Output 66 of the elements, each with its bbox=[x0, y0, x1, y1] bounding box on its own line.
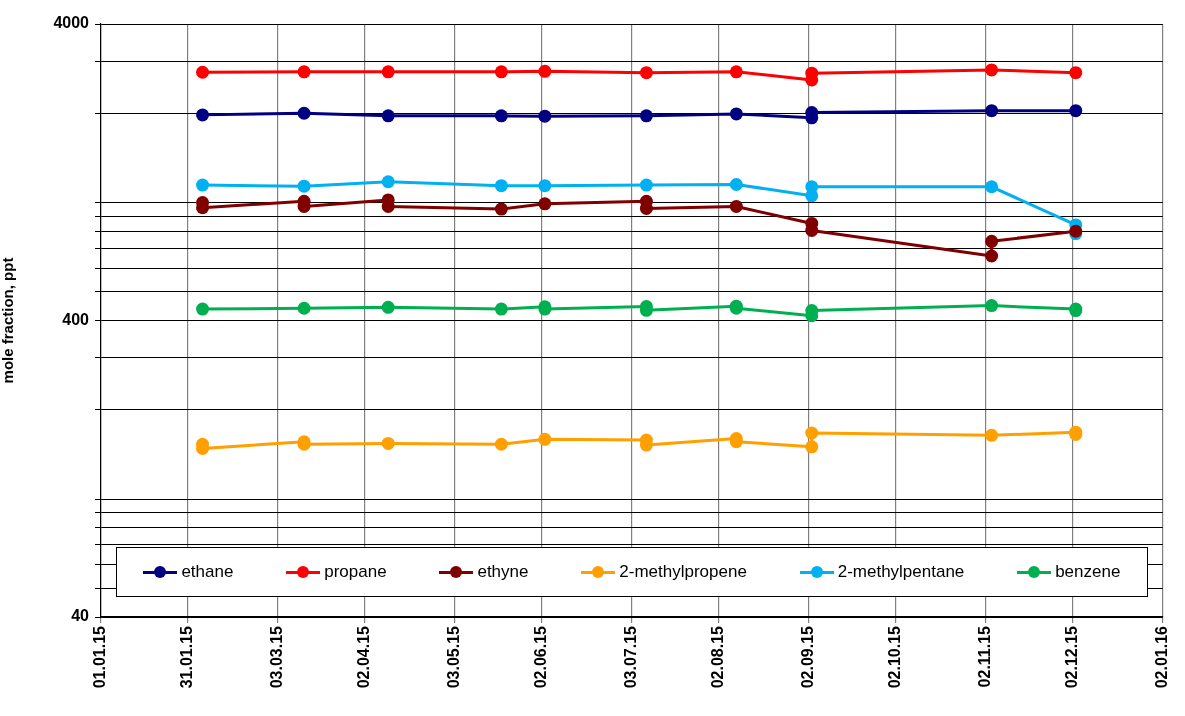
y-tick-label: 40 bbox=[71, 607, 90, 625]
x-tick-label: 02.01.16 bbox=[1153, 625, 1171, 689]
point bbox=[297, 301, 311, 315]
point bbox=[805, 440, 819, 454]
x-tick-label: 02.09.15 bbox=[799, 625, 817, 689]
x-tick-label: 01.01.15 bbox=[91, 625, 109, 689]
point bbox=[196, 108, 210, 122]
point bbox=[639, 178, 653, 192]
point bbox=[639, 109, 653, 123]
point bbox=[639, 66, 653, 80]
point bbox=[538, 432, 552, 446]
point bbox=[985, 428, 999, 442]
point bbox=[494, 302, 508, 316]
point bbox=[985, 63, 999, 77]
point bbox=[381, 175, 395, 189]
point bbox=[985, 249, 999, 263]
point bbox=[729, 178, 743, 192]
point bbox=[381, 436, 395, 450]
point bbox=[1069, 66, 1083, 80]
point bbox=[381, 109, 395, 123]
x-tick-label: 02.12.15 bbox=[1063, 625, 1081, 689]
point bbox=[297, 106, 311, 120]
point bbox=[985, 299, 999, 313]
point bbox=[1069, 104, 1083, 118]
y-axis-title: mole fraction, ppt bbox=[0, 257, 17, 384]
y-tick-label: 4000 bbox=[53, 14, 90, 32]
legend-label: benzene bbox=[1055, 562, 1121, 582]
legend-label: 2-methylpropene bbox=[619, 562, 747, 582]
point bbox=[494, 437, 508, 451]
point bbox=[196, 178, 210, 192]
point bbox=[297, 179, 311, 193]
point bbox=[297, 65, 311, 79]
point bbox=[494, 202, 508, 216]
x-tick-label: 02.08.15 bbox=[709, 625, 727, 689]
legend-label: ethane bbox=[181, 562, 234, 582]
y-tick-label: 400 bbox=[62, 310, 90, 328]
point bbox=[805, 180, 819, 194]
x-tick-label: 02.11.15 bbox=[976, 625, 994, 688]
legend-label: 2-methylpentane bbox=[837, 562, 965, 582]
x-tick-label: 02.06.15 bbox=[532, 625, 550, 689]
x-tick-label: 02.04.15 bbox=[355, 625, 373, 689]
x-tick-label: 03.03.15 bbox=[268, 625, 286, 689]
point bbox=[538, 64, 552, 78]
point bbox=[729, 199, 743, 213]
point bbox=[494, 65, 508, 79]
point bbox=[538, 197, 552, 211]
point bbox=[494, 179, 508, 193]
legend-label: ethyne bbox=[477, 562, 529, 582]
point bbox=[729, 107, 743, 121]
point bbox=[381, 300, 395, 314]
point bbox=[494, 109, 508, 123]
x-tick-label: 02.10.15 bbox=[886, 625, 904, 689]
x-tick-label: 03.05.15 bbox=[445, 625, 463, 689]
point bbox=[196, 302, 210, 316]
legend-label: propane bbox=[324, 562, 387, 582]
point bbox=[985, 234, 999, 248]
point bbox=[196, 65, 210, 79]
x-tick-label: 31.01.15 bbox=[178, 625, 196, 689]
point bbox=[985, 104, 999, 118]
point bbox=[538, 109, 552, 123]
point bbox=[805, 426, 819, 440]
x-tick-label: 03.07.15 bbox=[622, 625, 640, 689]
point bbox=[381, 65, 395, 79]
point bbox=[538, 179, 552, 193]
point bbox=[985, 180, 999, 194]
point bbox=[729, 65, 743, 79]
